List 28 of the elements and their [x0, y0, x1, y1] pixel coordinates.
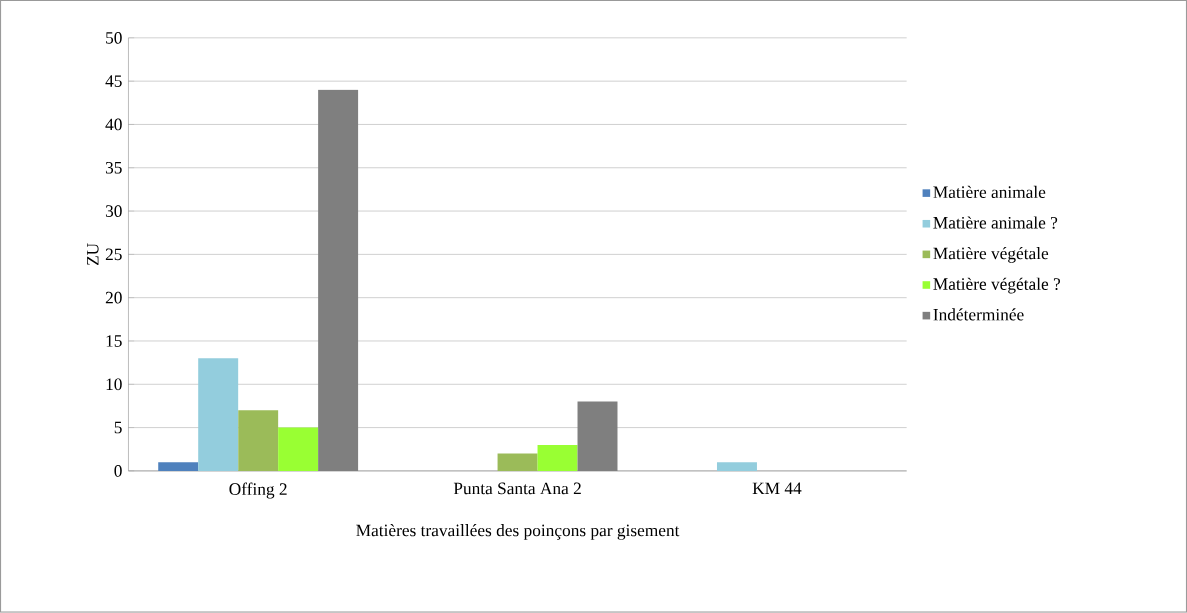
y-tick-label: 15 [106, 335, 122, 347]
y-tick-label: 10 [106, 378, 122, 391]
bar [278, 427, 319, 472]
y-tick-label: 20 [105, 291, 122, 304]
legend-label: Matière végétale [933, 247, 1049, 263]
y-tick-label: 50 [106, 32, 122, 44]
y-tick-label: 0 [114, 465, 122, 477]
y-tick-label: 45 [105, 75, 122, 88]
legend-label: Indéterminée [933, 308, 1024, 321]
bar [537, 445, 578, 472]
y-tick-label: 25 [105, 248, 122, 261]
x-tick-label: KM 44 [752, 482, 802, 495]
y-axis-title: ZU [87, 243, 99, 266]
bar [497, 453, 538, 472]
legend-label: Matière animale ? [933, 216, 1058, 229]
bar [158, 462, 199, 472]
bar [198, 358, 239, 472]
legend-label: Matière végétale ? [933, 277, 1061, 294]
y-tick-label: 35 [105, 162, 122, 174]
legend-label: Matière animale [933, 185, 1046, 199]
x-tick-label: Offing 2 [229, 482, 287, 499]
x-tick-label: Punta Santa Ana 2 [453, 482, 581, 495]
bar [238, 410, 279, 472]
x-axis-title: Matières travaillées des poinçons par gisement [356, 524, 680, 540]
y-tick-label: 40 [105, 118, 122, 131]
y-tick-label: 5 [114, 421, 122, 434]
bar [716, 462, 757, 472]
y-tick-label: 30 [105, 205, 122, 218]
